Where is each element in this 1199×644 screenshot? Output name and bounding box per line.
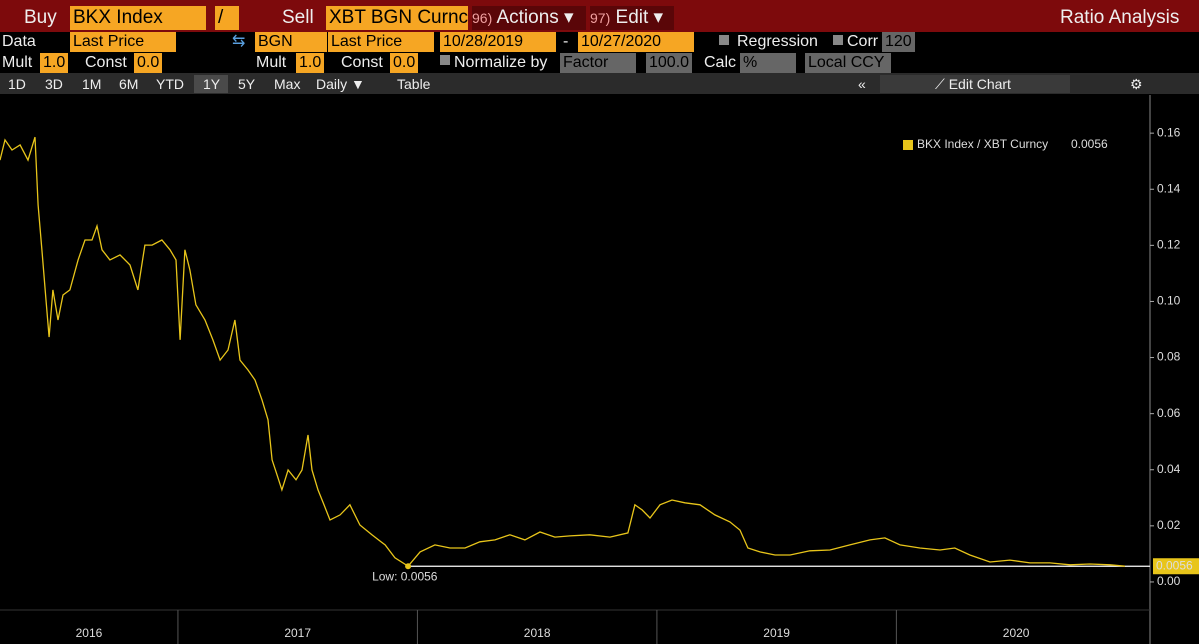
- label: -: [563, 33, 569, 50]
- input[interactable]: BKX Index: [70, 6, 206, 30]
- x-tick-label: 2016: [76, 626, 103, 640]
- menu-num: 97): [590, 10, 611, 26]
- input[interactable]: BGN: [255, 32, 327, 52]
- y-tick-label: 0.06: [1157, 406, 1181, 420]
- input[interactable]: Last Price: [70, 32, 176, 52]
- period-button[interactable]: 3D: [45, 76, 63, 92]
- x-tick-label: 2017: [284, 626, 311, 640]
- label: Normalize by: [454, 54, 548, 71]
- x-tick-label: 2018: [524, 626, 551, 640]
- menu-label: Actions: [496, 7, 559, 28]
- input[interactable]: 0.0: [134, 53, 163, 73]
- label: Sell: [282, 7, 314, 28]
- period-button[interactable]: 1Y: [203, 76, 221, 92]
- label: Calc: [704, 54, 737, 71]
- last-value-tag: [1153, 558, 1199, 575]
- label: Mult: [2, 54, 33, 71]
- period-button[interactable]: 1M: [82, 76, 102, 92]
- edit-chart[interactable]: ⟋ Edit Chart: [935, 76, 1011, 92]
- period-button[interactable]: 6M: [119, 76, 139, 92]
- input[interactable]: 1.0: [296, 53, 325, 73]
- input[interactable]: XBT BGN Curnc: [326, 6, 468, 30]
- edit-chart-label: Edit Chart: [948, 76, 1011, 92]
- x-tick-label: 2020: [1003, 626, 1030, 640]
- period-selected: [194, 75, 228, 93]
- edit-chart-button[interactable]: [880, 75, 1070, 93]
- y-tick-label: 0.10: [1157, 294, 1181, 308]
- checkbox[interactable]: [719, 35, 729, 45]
- checkbox[interactable]: [833, 35, 843, 45]
- input[interactable]: 10/28/2019: [440, 32, 556, 52]
- screen-title: Ratio Analysis: [1060, 7, 1180, 28]
- period-button[interactable]: Max: [274, 76, 301, 92]
- menu-label: Edit: [615, 7, 649, 28]
- y-tick-label: 0.12: [1157, 238, 1181, 252]
- frequency[interactable]: Daily ▼: [316, 76, 365, 92]
- checkbox[interactable]: [440, 55, 450, 65]
- input[interactable]: %: [740, 53, 796, 73]
- menu[interactable]: 97) Edit ▾: [590, 6, 674, 30]
- input[interactable]: 1.0: [40, 53, 69, 73]
- menu[interactable]: 96) Actions ▾: [472, 6, 586, 30]
- input[interactable]: Last Price: [328, 32, 434, 52]
- period-button[interactable]: YTD: [156, 76, 184, 92]
- label: Mult: [256, 54, 287, 71]
- label: Corr: [847, 33, 879, 50]
- period-button[interactable]: 5Y: [238, 76, 256, 92]
- annotation: Low: 0.0056: [372, 569, 438, 583]
- input[interactable]: Factor: [560, 53, 636, 73]
- input[interactable]: Local CCY: [805, 53, 891, 73]
- legend-label: BKX Index / XBT Curncy: [917, 137, 1048, 151]
- legend-box: [893, 138, 1113, 152]
- y-tick-label: 0.16: [1157, 125, 1181, 139]
- collapse[interactable]: «: [858, 76, 866, 92]
- input[interactable]: 0.0: [390, 53, 419, 73]
- input[interactable]: /: [215, 6, 239, 30]
- label: Data: [2, 33, 36, 50]
- input[interactable]: 10/27/2020: [578, 32, 694, 52]
- period-button[interactable]: 1D: [8, 76, 26, 92]
- last-value-label: 0.0056: [1156, 558, 1193, 572]
- legend-swatch: [903, 140, 913, 150]
- legend-value: 0.0056: [1071, 137, 1108, 151]
- input[interactable]: 100.0: [646, 53, 693, 73]
- y-tick-label: 0.04: [1157, 462, 1181, 476]
- label: Regression: [737, 33, 818, 50]
- y-tick-label: 0.00: [1157, 574, 1181, 588]
- label: Const: [85, 54, 127, 71]
- icon[interactable]: ⇆: [232, 33, 246, 50]
- table-button[interactable]: Table: [397, 76, 431, 92]
- y-tick-label: 0.02: [1157, 518, 1181, 532]
- series-line: [0, 136, 1125, 568]
- input[interactable]: 120: [882, 32, 915, 52]
- y-tick-label: 0.08: [1157, 350, 1181, 364]
- x-tick-label: 2019: [763, 626, 790, 640]
- label: Buy: [24, 7, 57, 28]
- y-tick-label: 0.14: [1157, 181, 1181, 195]
- label: Const: [341, 54, 383, 71]
- menu-num: 96): [472, 10, 493, 26]
- settings[interactable]: ⚙: [1130, 76, 1143, 92]
